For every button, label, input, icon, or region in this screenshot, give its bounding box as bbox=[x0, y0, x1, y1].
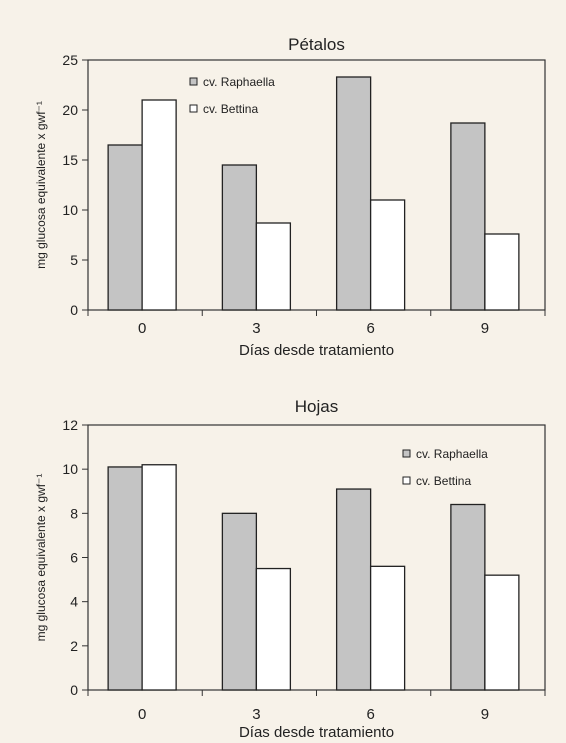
legend-label: cv. Raphaella bbox=[416, 447, 488, 461]
x-tick-label: 0 bbox=[138, 320, 146, 337]
y-tick-label: 12 bbox=[62, 417, 78, 433]
x-tick-label: 9 bbox=[481, 706, 489, 723]
y-tick-label: 10 bbox=[62, 461, 78, 477]
bar-bettina-day-0 bbox=[141, 99, 177, 311]
bar-raphaella-day-3 bbox=[221, 164, 258, 311]
bar-raphaella-day-9 bbox=[450, 503, 486, 691]
bar-bettina-day-9 bbox=[484, 574, 520, 691]
y-tick-label: 0 bbox=[70, 302, 78, 318]
bar-bettina-day-6 bbox=[369, 199, 406, 311]
bar-raphaella-day-0 bbox=[107, 466, 143, 691]
bar-bettina-day-3 bbox=[255, 567, 292, 691]
legend-label: cv. Raphaella bbox=[203, 75, 275, 89]
legend-label: cv. Bettina bbox=[203, 102, 258, 116]
legend-label: cv. Bettina bbox=[416, 474, 471, 488]
chart-hojas: Hojas 0 2 4 6 8 10 12 mg glucosa equivalente x g… bbox=[34, 397, 546, 741]
bar-raphaella-day-0 bbox=[107, 144, 143, 311]
x-tick-label: 9 bbox=[481, 320, 489, 337]
bar-raphaella-day-3 bbox=[221, 512, 258, 691]
legend-swatch bbox=[402, 449, 411, 458]
y-axis-label: mg glucosa equivalente x gwf⁻¹ bbox=[34, 474, 48, 642]
x-tick-label: 0 bbox=[138, 706, 146, 723]
legend-swatch bbox=[189, 104, 198, 113]
bar-bettina-day-0 bbox=[141, 464, 177, 691]
chart-petalos: Pétalos 0 5 10 15 20 25 mg glucosa equivalente … bbox=[34, 35, 546, 359]
bar-raphaella-day-6 bbox=[335, 488, 372, 691]
x-axis-label: Días desde tratamiento bbox=[239, 342, 394, 359]
y-tick-label: 25 bbox=[62, 52, 78, 68]
y-tick-label: 8 bbox=[70, 505, 78, 521]
y-tick-label: 4 bbox=[70, 594, 78, 610]
x-tick-label: 6 bbox=[366, 706, 374, 723]
legend-swatch bbox=[189, 77, 198, 86]
y-axis-label: mg glucosa equivalente x gwf⁻¹ bbox=[34, 101, 48, 269]
y-tick-label: 2 bbox=[70, 638, 78, 654]
bar-bettina-day-3 bbox=[255, 222, 292, 311]
y-tick-label: 0 bbox=[70, 682, 78, 698]
x-tick-label: 6 bbox=[366, 320, 374, 337]
y-tick-label: 15 bbox=[62, 152, 78, 168]
bar-bettina-day-6 bbox=[369, 565, 406, 691]
bar-raphaella-day-9 bbox=[450, 122, 486, 311]
chart-title: Hojas bbox=[295, 397, 338, 416]
x-axis-label: Días desde tratamiento bbox=[239, 724, 394, 741]
x-tick-label: 3 bbox=[252, 320, 260, 337]
y-tick-label: 20 bbox=[62, 102, 78, 118]
bar-raphaella-day-6 bbox=[335, 76, 372, 311]
x-tick-label: 3 bbox=[252, 706, 260, 723]
y-tick-label: 6 bbox=[70, 550, 78, 566]
bar-bettina-day-9 bbox=[484, 233, 520, 311]
y-tick-label: 5 bbox=[70, 252, 78, 268]
legend-swatch bbox=[402, 476, 411, 485]
y-tick-label: 10 bbox=[62, 202, 78, 218]
chart-title: Pétalos bbox=[288, 35, 345, 54]
